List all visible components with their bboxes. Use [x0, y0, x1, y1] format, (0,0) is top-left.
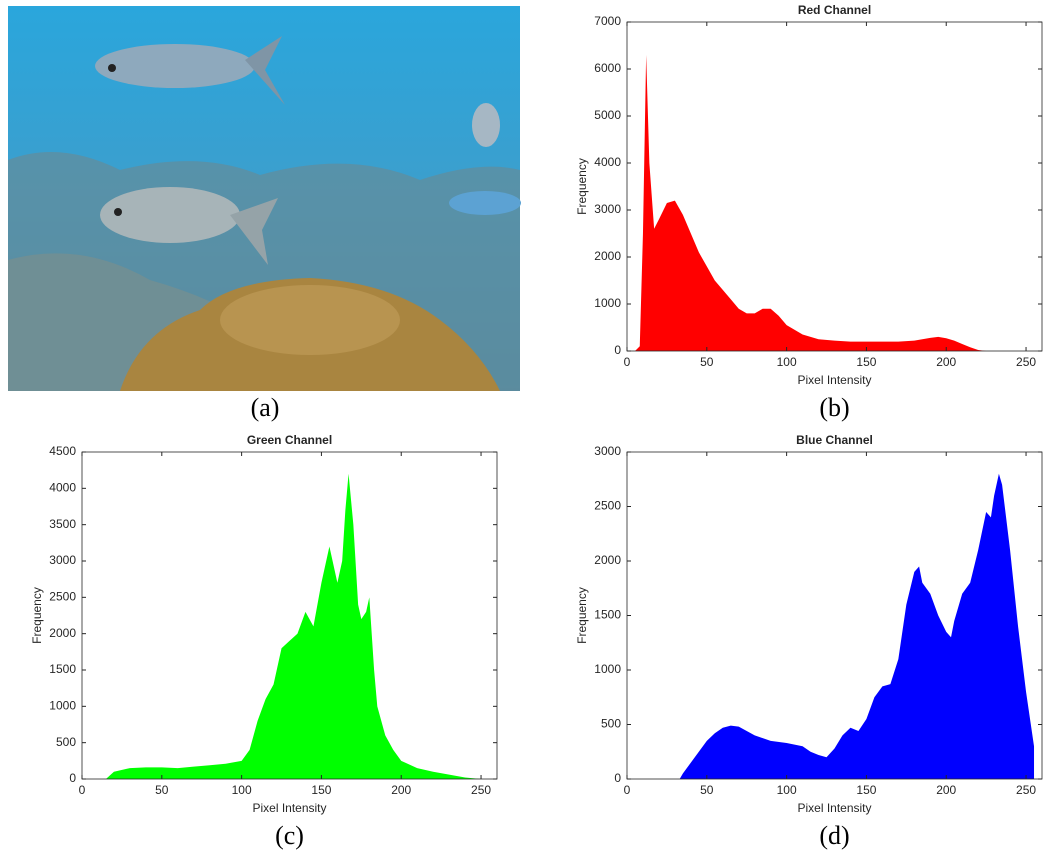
y-axis-label: Frequency	[30, 587, 44, 644]
x-tick-label: 250	[471, 783, 491, 797]
y-tick-label: 4500	[49, 444, 76, 458]
y-tick-label: 2000	[594, 553, 621, 567]
y-axis-label: Frequency	[575, 158, 589, 215]
y-tick-label: 5000	[594, 108, 621, 122]
y-tick-label: 4000	[49, 481, 76, 495]
x-tick-label: 0	[79, 783, 86, 797]
x-tick-label: 150	[856, 355, 876, 369]
y-tick-label: 3500	[49, 517, 76, 531]
x-tick-label: 250	[1016, 783, 1036, 797]
x-tick-label: 200	[391, 783, 411, 797]
chart-title: Green Channel	[247, 433, 332, 447]
area	[82, 474, 489, 779]
x-tick-label: 100	[777, 355, 797, 369]
chart-title: Blue Channel	[796, 433, 873, 447]
y-tick-label: 3000	[594, 444, 621, 458]
y-tick-label: 3000	[49, 553, 76, 567]
x-tick-label: 50	[700, 783, 714, 797]
y-tick-label: 1000	[49, 699, 76, 713]
y-tick-label: 4000	[594, 155, 621, 169]
y-axis-label: Frequency	[575, 587, 589, 644]
caption: (c)	[275, 821, 304, 850]
y-tick-label: 2000	[49, 626, 76, 640]
y-tick-label: 0	[614, 343, 621, 357]
y-tick-label: 2500	[49, 590, 76, 604]
x-axis-label: Pixel Intensity	[797, 801, 871, 815]
x-tick-label: 200	[936, 783, 956, 797]
y-tick-label: 3000	[594, 202, 621, 216]
x-tick-label: 0	[624, 783, 631, 797]
x-tick-label: 50	[700, 355, 714, 369]
caption: (d)	[819, 821, 849, 850]
y-tick-label: 0	[69, 771, 76, 785]
x-tick-label: 100	[232, 783, 252, 797]
y-tick-label: 2000	[594, 249, 621, 263]
y-tick-label: 1000	[594, 296, 621, 310]
y-tick-label: 7000	[594, 14, 621, 28]
area	[627, 55, 1034, 351]
y-tick-label: 500	[56, 735, 76, 749]
y-tick-label: 1000	[594, 662, 621, 676]
y-tick-label: 1500	[49, 662, 76, 676]
x-tick-label: 150	[856, 783, 876, 797]
x-tick-label: 100	[777, 783, 797, 797]
y-tick-label: 500	[601, 717, 621, 731]
y-tick-label: 0	[614, 771, 621, 785]
y-tick-label: 2500	[594, 499, 621, 513]
photo	[8, 6, 521, 391]
x-axis-label: Pixel Intensity	[252, 801, 326, 815]
y-tick-label: 6000	[594, 61, 621, 75]
caption: (b)	[819, 393, 849, 422]
figure: (a) 050100150200250010002000300040005000…	[0, 0, 1049, 856]
caption: (a)	[251, 393, 280, 422]
x-tick-label: 150	[311, 783, 331, 797]
x-tick-label: 200	[936, 355, 956, 369]
area	[627, 474, 1034, 779]
x-axis-label: Pixel Intensity	[797, 373, 871, 387]
x-tick-label: 50	[155, 783, 169, 797]
y-tick-label: 1500	[594, 608, 621, 622]
chart-title: Red Channel	[798, 3, 871, 17]
x-tick-label: 250	[1016, 355, 1036, 369]
x-tick-label: 0	[624, 355, 631, 369]
